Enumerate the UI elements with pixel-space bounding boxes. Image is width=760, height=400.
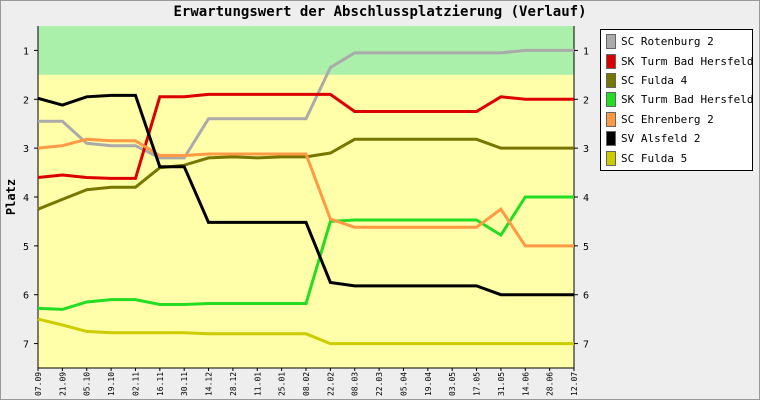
legend-label: SK Turm Bad Hersfeld 2	[621, 54, 760, 68]
x-tick-label: 12.07	[570, 372, 579, 396]
y-tick-label-right: 5	[583, 242, 589, 253]
y-tick-label-left: 5	[23, 242, 29, 253]
x-tick-label: 22.03	[375, 372, 384, 396]
x-tick-label: 19.04	[424, 372, 433, 396]
x-tick-label: 05.10	[83, 372, 92, 396]
y-axis-label: Platz	[4, 179, 18, 215]
y-tick-label-right: 6	[583, 291, 589, 302]
legend-item: SK Turm Bad Hersfeld 2	[601, 51, 760, 70]
x-tick-label: 21.09	[58, 372, 67, 396]
legend-item: SC Ehrenberg 2	[601, 110, 752, 129]
x-tick-label: 22.02	[326, 372, 335, 396]
series-line-1	[38, 48, 574, 160]
series-line-7	[37, 317, 574, 346]
legend-swatch	[606, 150, 616, 166]
series-line-2	[37, 92, 574, 180]
chart-legend: SC Rotenburg 2 SK Turm Bad Hersfeld 2 SC F…	[600, 29, 760, 171]
x-tick-label: 14.06	[521, 372, 530, 396]
x-tick-label: 17.05	[473, 372, 482, 396]
band-0	[38, 26, 574, 75]
legend-label: SC Rotenburg 2	[621, 35, 714, 49]
series-line-5	[37, 137, 574, 248]
x-tick-label: 16.11	[156, 372, 165, 396]
x-tick-label: 07.09	[34, 372, 43, 396]
y-tick-label-right: 4	[583, 193, 589, 204]
legend-item: SC Rotenburg 2	[601, 32, 752, 51]
legend-item: SC Fulda 4	[601, 71, 752, 90]
legend-item: SV Alsfeld 2	[601, 129, 752, 148]
y-tick-label-right: 1	[583, 46, 589, 57]
legend-swatch	[606, 92, 616, 108]
y-tick-label-right: 2	[583, 95, 589, 106]
x-tick-label: 08.02	[302, 372, 311, 396]
legend-swatch	[606, 72, 616, 88]
y-tick-label-right: 7	[583, 340, 589, 351]
series-line-6	[37, 93, 574, 297]
y-tick-label-left: 6	[23, 291, 29, 302]
legend-swatch	[606, 53, 616, 69]
legend-label: SV Alsfeld 2	[621, 132, 701, 146]
y-tick-label-left: 1	[23, 46, 29, 57]
x-tick-label: 25.01	[278, 372, 287, 396]
y-tick-label-right: 3	[583, 144, 589, 155]
y-tick-label-left: 2	[23, 95, 29, 106]
legend-item: SK Turm Bad Hersfeld 3	[601, 90, 760, 109]
x-tick-label: 02.11	[131, 372, 140, 396]
x-tick-label: 05.04	[399, 372, 408, 396]
x-tick-label: 19.10	[107, 372, 116, 396]
x-tick-label: 28.12	[229, 372, 238, 396]
legend-swatch	[606, 111, 616, 127]
x-tick-label: 14.12	[205, 372, 214, 396]
legend-label: SC Fulda 4	[621, 73, 688, 87]
legend-swatch	[606, 131, 616, 147]
chart-title: Erwartungswert der Abschlussplatzierung …	[173, 4, 587, 20]
series-line-4	[37, 195, 574, 311]
x-tick-label: 28.06	[546, 372, 555, 396]
y-tick-label-left: 3	[23, 144, 29, 155]
legend-label: SC Ehrenberg 2	[621, 112, 714, 126]
x-tick-label: 03.05	[448, 372, 457, 396]
y-tick-label-left: 4	[23, 193, 29, 204]
legend-swatch	[606, 34, 616, 50]
y-tick-label-left: 7	[23, 340, 29, 351]
x-tick-label: 30.11	[180, 372, 189, 396]
legend-label: SK Turm Bad Hersfeld 3	[621, 93, 760, 107]
x-tick-label: 11.01	[253, 372, 262, 396]
x-tick-label: 08.03	[351, 372, 360, 396]
x-tick-label: 31.05	[497, 372, 506, 396]
legend-label: SC Fulda 5	[621, 151, 688, 165]
legend-item: SC Fulda 5	[601, 148, 752, 167]
